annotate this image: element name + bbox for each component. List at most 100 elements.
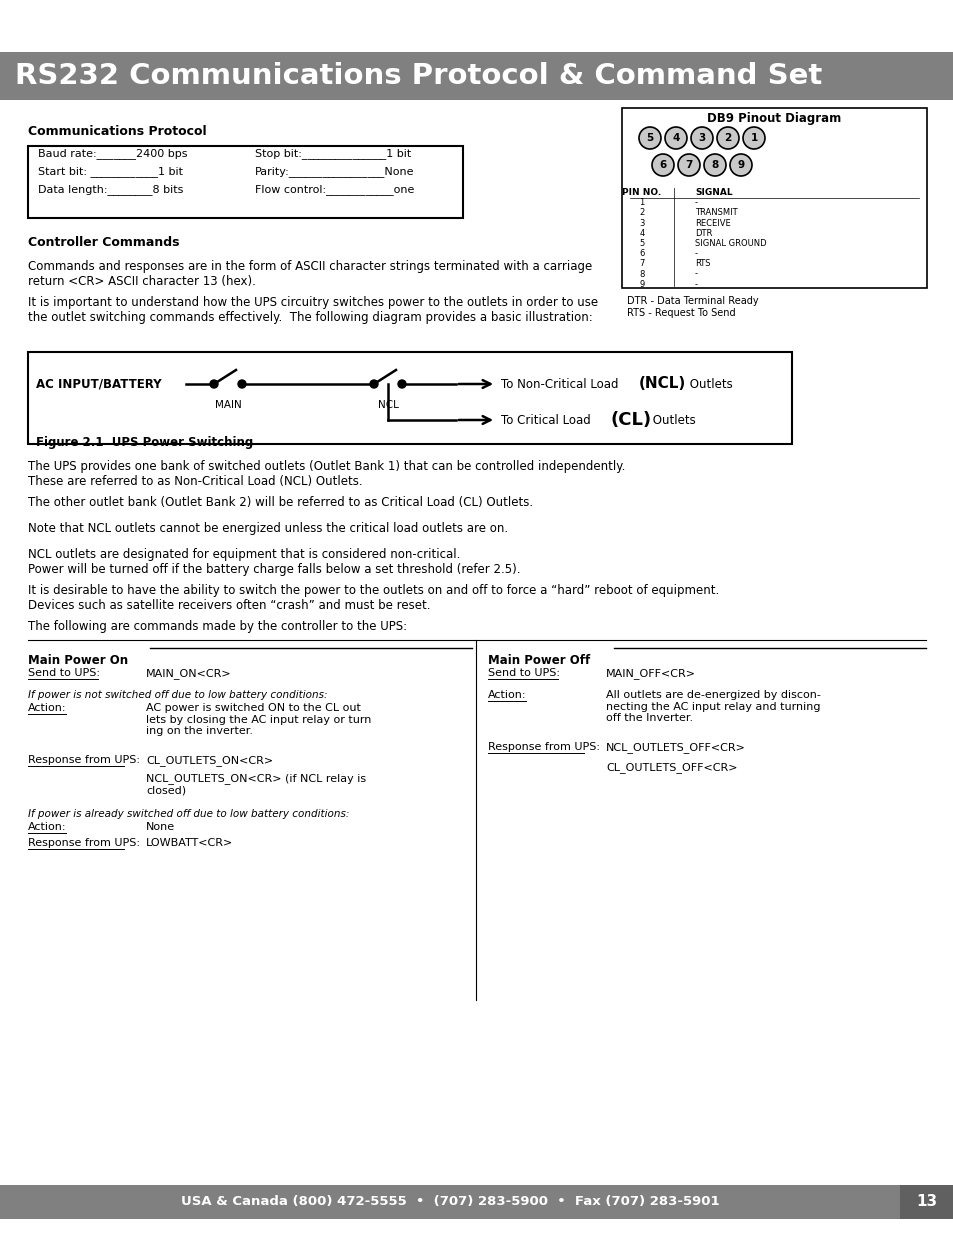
Text: 5: 5 <box>639 240 644 248</box>
Text: 1: 1 <box>750 133 757 143</box>
Text: MAIN: MAIN <box>214 400 241 410</box>
Text: CL_OUTLETS_ON<CR>: CL_OUTLETS_ON<CR> <box>146 755 273 766</box>
Text: 9: 9 <box>737 161 743 170</box>
Text: 4: 4 <box>639 228 644 238</box>
Text: NCL outlets are designated for equipment that is considered non-critical.
Power : NCL outlets are designated for equipment… <box>28 548 520 576</box>
Text: Controller Commands: Controller Commands <box>28 236 179 249</box>
Circle shape <box>742 127 764 149</box>
Text: RTS: RTS <box>695 259 710 268</box>
Text: 3: 3 <box>639 219 644 227</box>
Text: 8: 8 <box>711 161 718 170</box>
Text: MAIN_OFF<CR>: MAIN_OFF<CR> <box>605 668 696 679</box>
Text: Action:: Action: <box>28 823 67 832</box>
Text: SIGNAL GROUND: SIGNAL GROUND <box>695 240 766 248</box>
Text: 7: 7 <box>639 259 644 268</box>
Circle shape <box>729 154 751 177</box>
Circle shape <box>651 154 673 177</box>
Text: To Critical Load: To Critical Load <box>500 414 594 426</box>
Text: It is desirable to have the ability to switch the power to the outlets on and of: It is desirable to have the ability to s… <box>28 584 719 613</box>
Text: Action:: Action: <box>488 690 526 700</box>
Text: Send to UPS:: Send to UPS: <box>28 668 100 678</box>
FancyArrowPatch shape <box>458 380 490 388</box>
Text: -: - <box>695 198 698 207</box>
Text: Response from UPS:: Response from UPS: <box>488 742 599 752</box>
Text: RS232 Communications Protocol & Command Set: RS232 Communications Protocol & Command … <box>15 62 821 90</box>
Text: 7: 7 <box>684 161 692 170</box>
FancyArrowPatch shape <box>458 416 490 424</box>
Text: TRANSMIT: TRANSMIT <box>695 209 737 217</box>
Text: Action:: Action: <box>28 703 67 713</box>
Text: The UPS provides one bank of switched outlets (Outlet Bank 1) that can be contro: The UPS provides one bank of switched ou… <box>28 459 625 488</box>
Text: Response from UPS:: Response from UPS: <box>28 755 140 764</box>
Text: SIGNAL: SIGNAL <box>695 188 732 198</box>
Text: Figure 2.1  UPS Power Switching: Figure 2.1 UPS Power Switching <box>36 436 253 450</box>
Bar <box>28 146 462 219</box>
Text: LOWBATT<CR>: LOWBATT<CR> <box>146 839 233 848</box>
Circle shape <box>397 380 406 388</box>
Text: DTR - Data Terminal Ready: DTR - Data Terminal Ready <box>626 296 758 306</box>
Bar <box>0 52 953 100</box>
Text: (CL): (CL) <box>610 411 652 429</box>
Text: NCL: NCL <box>377 400 398 410</box>
Text: Start bit: ____________1 bit: Start bit: ____________1 bit <box>38 165 183 177</box>
Text: AC power is switched ON to the CL out
lets by closing the AC input relay or turn: AC power is switched ON to the CL out le… <box>146 703 371 736</box>
Text: -: - <box>695 269 698 279</box>
Text: 5: 5 <box>646 133 653 143</box>
Text: None: None <box>146 823 175 832</box>
Text: 8: 8 <box>639 269 644 279</box>
Text: 2: 2 <box>639 209 644 217</box>
Circle shape <box>717 127 739 149</box>
Text: 4: 4 <box>672 133 679 143</box>
Text: If power is already switched off due to low battery conditions:: If power is already switched off due to … <box>28 809 349 819</box>
Text: 3: 3 <box>698 133 705 143</box>
Text: DTR: DTR <box>695 228 712 238</box>
Text: RTS - Request To Send: RTS - Request To Send <box>626 308 735 317</box>
Circle shape <box>237 380 246 388</box>
Text: Parity:_________________None: Parity:_________________None <box>254 165 414 177</box>
Text: NCL_OUTLETS_OFF<CR>: NCL_OUTLETS_OFF<CR> <box>605 742 745 753</box>
Bar <box>621 107 926 288</box>
Circle shape <box>678 154 700 177</box>
Text: PIN NO.: PIN NO. <box>621 188 661 198</box>
Circle shape <box>210 380 218 388</box>
Text: Send to UPS:: Send to UPS: <box>488 668 559 678</box>
Bar <box>0 1186 899 1219</box>
Text: (NCL): (NCL) <box>639 377 685 391</box>
Text: Commands and responses are in the form of ASCII character strings terminated wit: Commands and responses are in the form o… <box>28 261 592 288</box>
Text: If power is not switched off due to low battery conditions:: If power is not switched off due to low … <box>28 690 327 700</box>
Text: -: - <box>695 249 698 258</box>
Text: All outlets are de-energized by discon-
necting the AC input relay and turning
o: All outlets are de-energized by discon- … <box>605 690 820 724</box>
Circle shape <box>639 127 660 149</box>
Text: Note that NCL outlets cannot be energized unless the critical load outlets are o: Note that NCL outlets cannot be energize… <box>28 522 508 535</box>
Text: Communications Protocol: Communications Protocol <box>28 125 207 138</box>
Text: Stop bit:_______________1 bit: Stop bit:_______________1 bit <box>254 148 411 159</box>
Text: Main Power Off: Main Power Off <box>488 655 590 667</box>
Text: Data length:________8 bits: Data length:________8 bits <box>38 184 183 195</box>
Text: It is important to understand how the UPS circuitry switches power to the outlet: It is important to understand how the UP… <box>28 296 598 324</box>
Text: NCL_OUTLETS_ON<CR> (if NCL relay is
closed): NCL_OUTLETS_ON<CR> (if NCL relay is clos… <box>146 773 366 795</box>
Text: To Non-Critical Load: To Non-Critical Load <box>500 378 621 390</box>
Text: RECEIVE: RECEIVE <box>695 219 730 227</box>
Circle shape <box>703 154 725 177</box>
Text: AC INPUT/BATTERY: AC INPUT/BATTERY <box>36 378 161 390</box>
Text: Outlets: Outlets <box>685 378 732 390</box>
Circle shape <box>690 127 712 149</box>
Circle shape <box>664 127 686 149</box>
Text: 6: 6 <box>639 249 644 258</box>
Text: 13: 13 <box>916 1194 937 1209</box>
Text: Outlets: Outlets <box>648 414 695 426</box>
Bar <box>28 352 791 445</box>
Text: Main Power On: Main Power On <box>28 655 128 667</box>
Text: DB9 Pinout Diagram: DB9 Pinout Diagram <box>706 112 841 125</box>
Text: -: - <box>695 280 698 289</box>
Text: 6: 6 <box>659 161 666 170</box>
Text: The other outlet bank (Outlet Bank 2) will be referred to as Critical Load (CL) : The other outlet bank (Outlet Bank 2) wi… <box>28 496 533 509</box>
Circle shape <box>370 380 377 388</box>
Text: MAIN_ON<CR>: MAIN_ON<CR> <box>146 668 232 679</box>
Text: 1: 1 <box>639 198 644 207</box>
Text: Flow control:____________one: Flow control:____________one <box>254 184 414 195</box>
Text: Response from UPS:: Response from UPS: <box>28 839 140 848</box>
Text: Baud rate:_______2400 bps: Baud rate:_______2400 bps <box>38 148 188 159</box>
Text: 2: 2 <box>723 133 731 143</box>
Text: CL_OUTLETS_OFF<CR>: CL_OUTLETS_OFF<CR> <box>605 762 737 773</box>
